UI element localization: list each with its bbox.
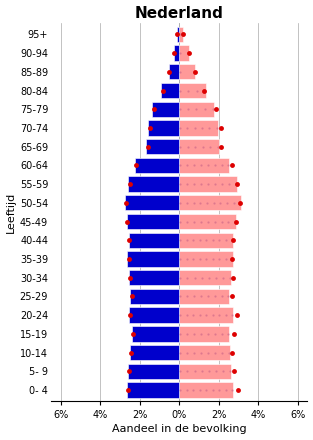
Bar — [179, 345, 230, 360]
Bar — [179, 382, 233, 398]
Bar — [179, 308, 233, 323]
Bar — [179, 363, 231, 379]
Bar — [146, 139, 179, 154]
Bar — [179, 195, 241, 210]
Bar — [179, 64, 195, 80]
Bar — [179, 102, 214, 117]
Bar — [125, 195, 179, 210]
Bar — [162, 83, 179, 98]
Bar — [151, 102, 179, 117]
Title: Nederland: Nederland — [135, 6, 223, 21]
Bar — [179, 251, 233, 267]
Bar — [128, 176, 179, 192]
Bar — [135, 158, 179, 173]
Bar — [129, 270, 179, 286]
Bar — [132, 326, 179, 341]
Bar — [130, 345, 179, 360]
Bar — [179, 45, 189, 61]
Bar — [179, 214, 236, 229]
Bar — [127, 214, 179, 229]
Bar — [179, 233, 233, 248]
Bar — [179, 120, 218, 136]
Bar — [179, 158, 229, 173]
Bar — [179, 176, 237, 192]
Bar — [179, 83, 206, 98]
Bar — [129, 308, 179, 323]
Bar — [174, 45, 179, 61]
Bar — [179, 270, 231, 286]
Bar — [128, 363, 179, 379]
Bar — [130, 289, 179, 304]
Bar — [179, 289, 229, 304]
Bar — [179, 27, 183, 42]
X-axis label: Aandeel in de bevolking: Aandeel in de bevolking — [112, 425, 246, 434]
Bar — [148, 120, 179, 136]
Bar — [127, 251, 179, 267]
Bar — [169, 64, 179, 80]
Bar — [179, 326, 229, 341]
Bar — [179, 139, 219, 154]
Y-axis label: Leeftijd: Leeftijd — [6, 191, 16, 233]
Bar — [177, 27, 179, 42]
Bar — [129, 233, 179, 248]
Bar — [127, 382, 179, 398]
